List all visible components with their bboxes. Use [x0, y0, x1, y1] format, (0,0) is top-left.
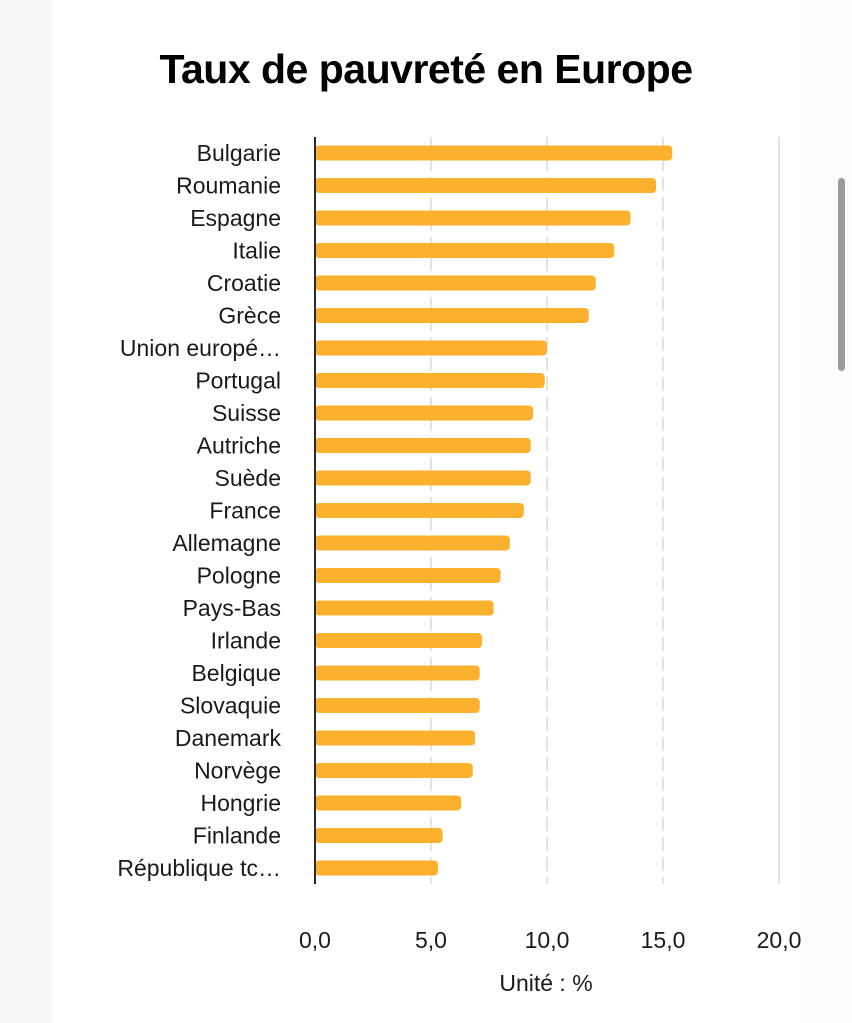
- category-label-11: France: [209, 498, 281, 524]
- bar-6: [315, 340, 547, 356]
- category-label-2: Espagne: [190, 205, 281, 231]
- bar-22: [315, 860, 438, 876]
- bar-8: [315, 405, 534, 421]
- category-label-17: Slovaquie: [180, 693, 281, 719]
- category-label-20: Hongrie: [200, 790, 281, 816]
- bar-15: [315, 633, 483, 648]
- bar-12: [315, 535, 510, 551]
- bar-4: [315, 275, 596, 291]
- category-label-16: Belgique: [191, 660, 281, 686]
- category-label-3: Italie: [232, 238, 281, 264]
- bar-14: [315, 600, 494, 616]
- category-label-22: République tc…: [117, 855, 281, 881]
- category-label-15: Irlande: [211, 628, 281, 654]
- bar-2: [315, 210, 631, 226]
- bar-19: [315, 763, 473, 778]
- bar-17: [315, 698, 480, 713]
- category-label-6: Union europé…: [120, 335, 281, 361]
- category-label-10: Suède: [214, 465, 281, 491]
- x-tick-label-0: 0,0: [299, 927, 331, 953]
- chart-title: Taux de pauvreté en Europe: [159, 46, 693, 92]
- scrollbar[interactable]: [838, 178, 845, 371]
- bar-10: [315, 470, 531, 486]
- category-label-7: Portugal: [195, 368, 281, 394]
- bar-7: [315, 373, 545, 388]
- x-tick-label-2: 10,0: [525, 927, 570, 953]
- category-label-21: Finlande: [193, 823, 281, 849]
- bar-9: [315, 438, 531, 453]
- bar-11: [315, 503, 524, 518]
- category-label-13: Pologne: [197, 563, 281, 589]
- x-tick-label-3: 15,0: [641, 927, 686, 953]
- bar-5: [315, 308, 589, 323]
- category-label-8: Suisse: [212, 400, 281, 426]
- bar-3: [315, 243, 615, 258]
- category-label-9: Autriche: [197, 433, 281, 459]
- bar-13: [315, 568, 501, 583]
- bar-20: [315, 795, 462, 811]
- category-label-14: Pays-Bas: [183, 595, 281, 621]
- x-tick-label-1: 5,0: [415, 927, 447, 953]
- x-tick-label-4: 20,0: [757, 927, 802, 953]
- category-label-5: Grèce: [218, 303, 281, 329]
- bar-16: [315, 665, 480, 681]
- bar-18: [315, 730, 476, 746]
- bar-21: [315, 828, 443, 843]
- category-label-0: Bulgarie: [197, 140, 281, 166]
- right-margin: [800, 0, 852, 1023]
- category-label-18: Danemark: [175, 725, 282, 751]
- bar-0: [315, 145, 673, 161]
- bar-1: [315, 178, 657, 193]
- category-label-1: Roumanie: [176, 173, 281, 199]
- x-axis-label: Unité : %: [499, 970, 592, 996]
- category-label-4: Croatie: [207, 270, 281, 296]
- category-label-19: Norvège: [194, 758, 281, 784]
- category-label-12: Allemagne: [172, 530, 281, 556]
